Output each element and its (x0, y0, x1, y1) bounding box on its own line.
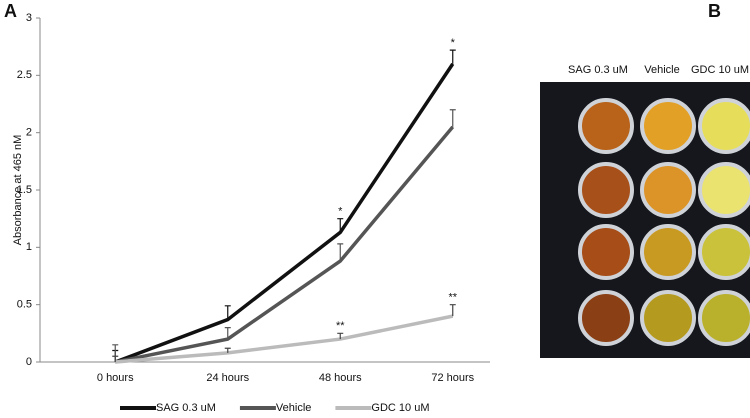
photo-column-label: Vehicle (644, 64, 679, 76)
y-axis-title: Absorbance at 465 nM (12, 135, 24, 246)
error-bar (337, 218, 344, 233)
photo-column-label: SAG 0.3 uM (568, 64, 628, 76)
y-tick-label: 3 (26, 12, 32, 24)
y-tick-label: 2.5 (17, 69, 32, 81)
error-bar (337, 243, 344, 262)
legend-label: GDC 10 uM (371, 402, 429, 414)
error-bar (224, 327, 231, 340)
significance-label: ** (336, 320, 345, 332)
y-tick-label: 1.5 (17, 184, 32, 196)
y-tick-label: 0 (26, 356, 32, 368)
significance-label: * (338, 206, 343, 218)
error-bar (224, 347, 231, 353)
error-bar (337, 332, 344, 340)
error-bar (224, 305, 231, 320)
series-line (114, 125, 455, 364)
error-bar (449, 49, 456, 64)
panel-label: A (4, 1, 17, 21)
legend-label: SAG 0.3 uM (156, 402, 216, 414)
error-bar (112, 355, 119, 362)
photo-column-label: GDC 10 uM (691, 64, 749, 76)
x-tick-label: 24 hours (206, 372, 249, 384)
error-bar (449, 109, 456, 127)
photo: SAG 0.3 uM Vehicle GDC 10 uM (540, 64, 750, 358)
significance-label: * (451, 37, 456, 49)
panel-label: B (708, 1, 721, 21)
x-tick-label: 0 hours (97, 372, 134, 384)
x-tick-label: 48 hours (319, 372, 362, 384)
series-line (114, 62, 455, 364)
y-tick-label: 0.5 (17, 299, 32, 311)
y-tick-label: 1 (26, 241, 32, 253)
significance-label: ** (448, 292, 457, 304)
legend-label: Vehicle (276, 402, 311, 414)
error-bar (449, 304, 456, 317)
series-line (115, 314, 454, 364)
y-tick-label: 2 (26, 127, 32, 139)
wells (578, 98, 750, 346)
x-tick-label: 72 hours (431, 372, 474, 384)
